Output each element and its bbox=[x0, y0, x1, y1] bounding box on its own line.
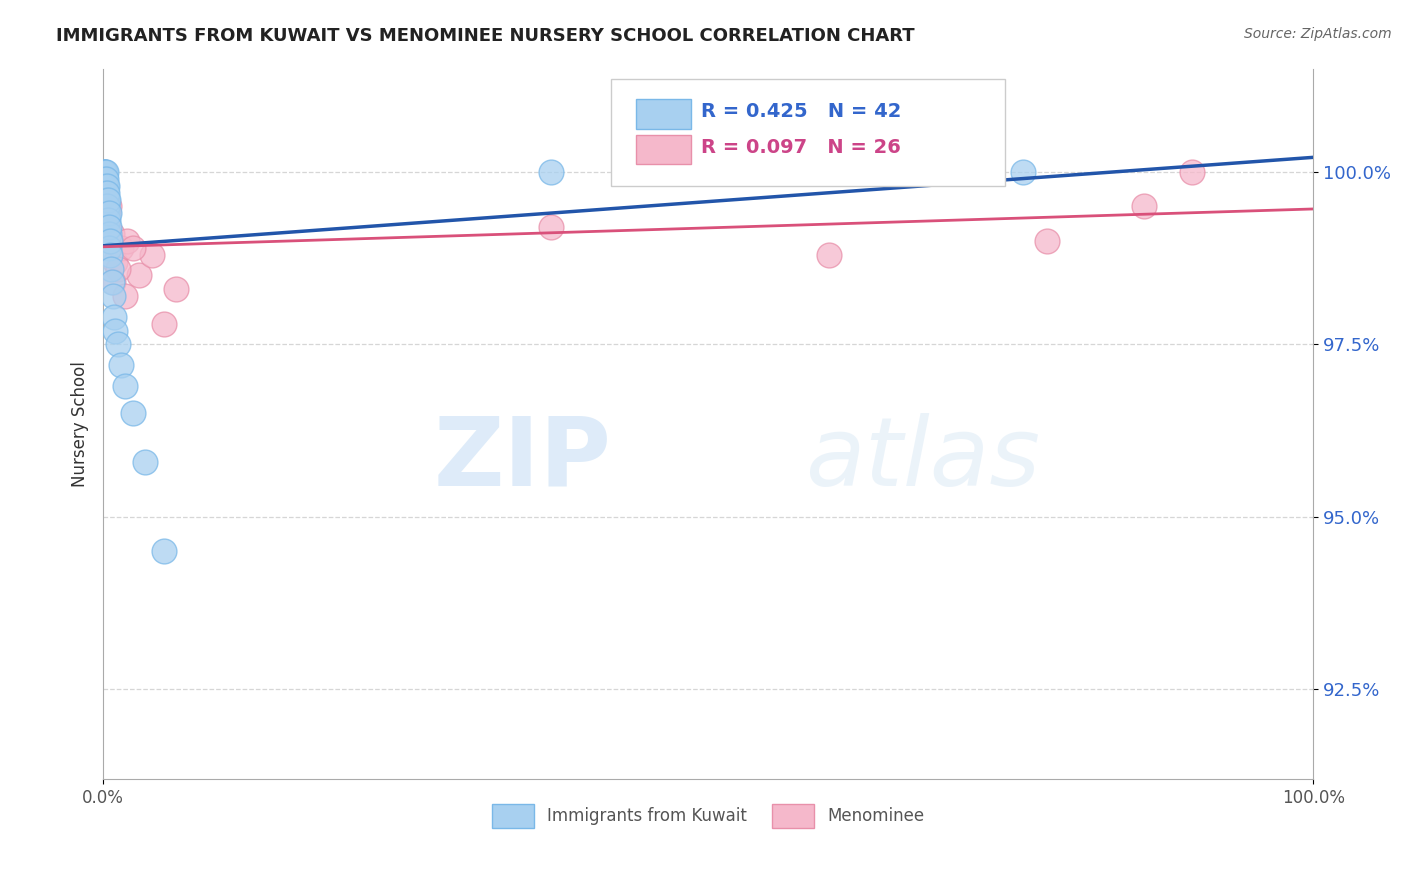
Point bbox=[93, 165, 115, 179]
Legend: Immigrants from Kuwait, Menominee: Immigrants from Kuwait, Menominee bbox=[485, 797, 931, 835]
Point bbox=[96, 220, 118, 235]
Text: IMMIGRANTS FROM KUWAIT VS MENOMINEE NURSERY SCHOOL CORRELATION CHART: IMMIGRANTS FROM KUWAIT VS MENOMINEE NURS… bbox=[56, 27, 915, 45]
Text: atlas: atlas bbox=[806, 413, 1040, 506]
Point bbox=[165, 282, 187, 296]
Point bbox=[101, 289, 124, 303]
Point bbox=[98, 234, 121, 248]
Point bbox=[152, 544, 174, 558]
Text: R = 0.425   N = 42: R = 0.425 N = 42 bbox=[702, 103, 901, 121]
Point bbox=[94, 178, 117, 193]
Point bbox=[103, 310, 125, 324]
Point bbox=[93, 199, 115, 213]
Point bbox=[114, 289, 136, 303]
Point bbox=[94, 186, 117, 200]
Point bbox=[96, 186, 118, 200]
Point bbox=[1011, 165, 1033, 179]
Point bbox=[134, 455, 156, 469]
Point bbox=[122, 406, 145, 420]
Point bbox=[114, 378, 136, 392]
Point bbox=[100, 276, 122, 290]
Point bbox=[94, 193, 117, 207]
Point bbox=[93, 172, 115, 186]
Point bbox=[97, 206, 120, 220]
Point bbox=[141, 248, 163, 262]
Point bbox=[128, 268, 150, 283]
Point bbox=[1133, 199, 1156, 213]
Point bbox=[98, 199, 121, 213]
Point bbox=[100, 227, 122, 241]
Point bbox=[96, 213, 118, 227]
Point bbox=[104, 324, 127, 338]
Point bbox=[1181, 165, 1204, 179]
Point bbox=[98, 241, 121, 255]
Point bbox=[96, 206, 118, 220]
Point bbox=[107, 261, 129, 276]
Y-axis label: Nursery School: Nursery School bbox=[72, 360, 89, 487]
Point bbox=[117, 234, 139, 248]
Point bbox=[96, 186, 118, 200]
Point bbox=[107, 337, 129, 351]
Point bbox=[94, 165, 117, 179]
Point bbox=[94, 165, 117, 179]
Point bbox=[110, 241, 132, 255]
Point bbox=[94, 206, 117, 220]
Point bbox=[97, 206, 120, 220]
Point bbox=[94, 199, 117, 213]
Point bbox=[94, 172, 117, 186]
Point bbox=[94, 213, 117, 227]
Point bbox=[96, 193, 118, 207]
Point bbox=[93, 165, 115, 179]
Point bbox=[100, 234, 122, 248]
FancyBboxPatch shape bbox=[636, 99, 692, 129]
Point bbox=[152, 317, 174, 331]
Point bbox=[100, 261, 122, 276]
Point bbox=[96, 172, 118, 186]
Point bbox=[94, 193, 117, 207]
FancyBboxPatch shape bbox=[636, 135, 692, 164]
Point bbox=[540, 165, 562, 179]
Point bbox=[96, 213, 118, 227]
Point bbox=[818, 248, 841, 262]
FancyBboxPatch shape bbox=[612, 79, 1005, 186]
Point bbox=[1036, 234, 1059, 248]
Point bbox=[100, 248, 122, 262]
Text: ZIP: ZIP bbox=[433, 413, 612, 506]
Point bbox=[101, 276, 124, 290]
Point bbox=[97, 193, 120, 207]
Point bbox=[93, 165, 115, 179]
Point bbox=[97, 227, 120, 241]
Point bbox=[122, 241, 145, 255]
Text: Source: ZipAtlas.com: Source: ZipAtlas.com bbox=[1244, 27, 1392, 41]
Point bbox=[104, 254, 127, 268]
Point bbox=[93, 178, 115, 193]
Point bbox=[98, 220, 121, 235]
Point bbox=[96, 199, 118, 213]
Point bbox=[540, 220, 562, 235]
Text: R = 0.097   N = 26: R = 0.097 N = 26 bbox=[702, 138, 901, 157]
Point bbox=[97, 213, 120, 227]
Point bbox=[818, 165, 841, 179]
Point bbox=[96, 178, 118, 193]
Point bbox=[110, 358, 132, 372]
